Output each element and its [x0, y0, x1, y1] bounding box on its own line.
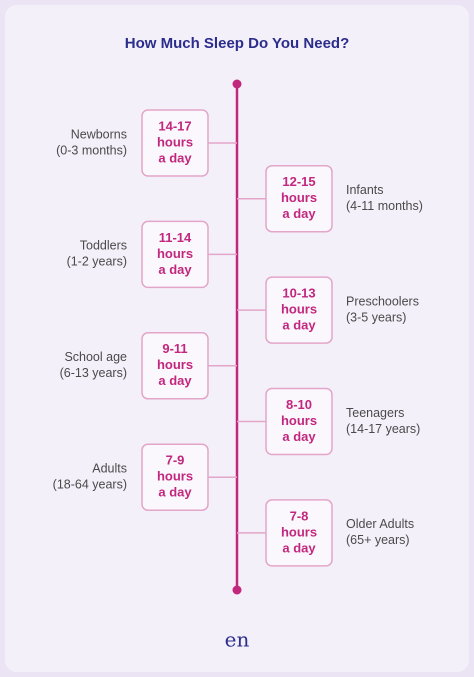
hours-box: [141, 109, 209, 177]
hours-text: 14-17: [158, 118, 191, 133]
group-label: Preschoolers: [346, 294, 419, 308]
group-age: (18-64 years): [53, 477, 127, 491]
hours-text: a day: [158, 150, 192, 165]
hours-text: 11-14: [159, 230, 192, 245]
hours-text: a day: [282, 206, 316, 221]
hours-text: hours: [281, 190, 317, 205]
hours-text: 8-10: [286, 397, 312, 412]
hours-text: a day: [282, 540, 316, 555]
hours-box: [141, 332, 209, 400]
hours-text: a day: [158, 485, 192, 500]
timeline-end: [232, 79, 242, 89]
group-age: (0-3 months): [56, 143, 127, 157]
hours-text: 10-13: [282, 286, 315, 301]
hours-text: hours: [157, 469, 193, 484]
timeline-end: [232, 585, 242, 595]
title: How Much Sleep Do You Need?: [125, 35, 349, 52]
group-label: Newborns: [71, 127, 127, 141]
group-label: Teenagers: [346, 406, 404, 420]
hours-text: 7-9: [166, 453, 185, 468]
hours-text: 9-11: [162, 341, 187, 356]
hours-text: 7-8: [290, 508, 309, 523]
hours-box: [265, 387, 333, 456]
hours-box: [265, 164, 333, 233]
group-age: (1-2 years): [67, 255, 127, 269]
hours-box: [141, 443, 209, 511]
hours-text: a day: [158, 262, 192, 277]
group-label: Infants: [346, 183, 384, 197]
group-label: School age: [64, 350, 127, 364]
group-age: (4-11 months): [346, 199, 423, 213]
hours-text: 12-15: [282, 174, 315, 189]
hours-text: a day: [282, 429, 316, 444]
group-label: Toddlers: [80, 239, 127, 253]
logo: en: [225, 628, 250, 652]
hours-text: hours: [281, 413, 317, 428]
hours-text: a day: [158, 373, 192, 388]
group-label: Adults: [92, 461, 127, 475]
group-age: (3-5 years): [346, 310, 406, 324]
hours-text: hours: [157, 246, 193, 261]
hours-text: hours: [157, 134, 193, 149]
group-label: Older Adults: [346, 517, 414, 531]
group-age: (65+ years): [346, 533, 410, 547]
group-age: (14-17 years): [346, 422, 420, 436]
hours-box: [265, 499, 333, 567]
hours-box: [265, 276, 333, 344]
group-age: (6-13 years): [60, 366, 127, 380]
hours-text: hours: [157, 357, 193, 372]
hours-text: hours: [281, 302, 317, 317]
hours-text: a day: [282, 318, 316, 333]
hours-text: hours: [281, 524, 317, 539]
hours-box: [141, 220, 209, 289]
